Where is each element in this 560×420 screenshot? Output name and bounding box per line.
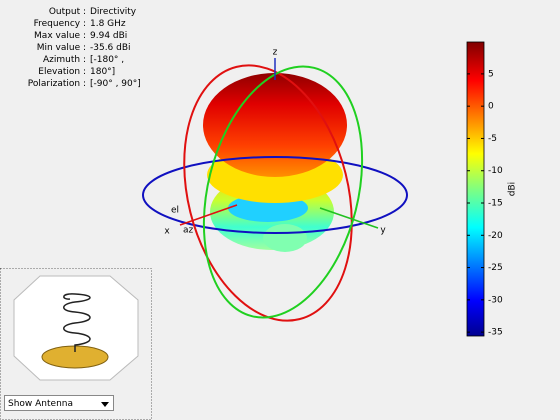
info-row: Output : Directivity: [0, 6, 141, 18]
info-label: Azimuth :: [43, 55, 86, 65]
colorbar-tick-label: 0: [488, 102, 494, 112]
info-row: Elevation : 180°]: [0, 66, 141, 78]
colorbar-tick-label: -35: [488, 328, 503, 338]
colorbar-tick-label: -20: [488, 231, 503, 241]
info-value: 1.8 GHz: [90, 19, 126, 29]
colorbar: [466, 41, 485, 337]
azimuth-ring: [142, 156, 408, 234]
pattern-dome: [203, 73, 347, 177]
show-antenna-dropdown[interactable]: Show Antenna: [4, 395, 114, 411]
info-value: -35.6 dBi: [90, 43, 131, 53]
az-label: az: [183, 226, 194, 236]
info-value: [-90° , 90°]: [90, 79, 141, 89]
info-label: Polarization :: [27, 79, 86, 89]
pattern-lobe: [263, 224, 307, 252]
elevation-ring: [183, 64, 353, 322]
y-label: y: [380, 226, 386, 236]
z-label: z: [273, 48, 278, 58]
info-label: Frequency :: [33, 19, 86, 29]
helix: [63, 293, 91, 352]
colorbar-tick-label: -25: [488, 263, 503, 273]
info-label: Max value :: [34, 31, 86, 41]
x-axis: [179, 204, 238, 226]
info-row: Azimuth : [-180° ,: [0, 54, 141, 66]
info-value: Directivity: [90, 7, 137, 17]
info-label: Min value :: [36, 43, 86, 53]
y-axis: [319, 207, 379, 229]
colorbar-tick-label: -15: [488, 199, 503, 209]
info-row: Polarization : [-90° , 90°]: [0, 78, 141, 90]
info-value: 180°]: [90, 67, 116, 77]
info-value: [-180° ,: [90, 55, 125, 65]
colorbar-tick-label: -5: [488, 134, 497, 144]
elevation-ring-2: [202, 65, 364, 319]
colorbar-label: dBi: [508, 182, 518, 196]
info-row: Max value : 9.94 dBi: [0, 30, 141, 42]
colorbar-tick-label: 5: [488, 69, 494, 79]
el-label: el: [171, 206, 179, 216]
colorbar-tick-label: -10: [488, 166, 503, 176]
inset-frame: [0, 268, 152, 420]
x-label: x: [164, 227, 170, 237]
info-row: Min value : -35.6 dBi: [0, 42, 141, 54]
info-row: Frequency : 1.8 GHz: [0, 18, 141, 30]
info-panel: Output : Directivity Frequency :1.8 GHz Max…: [0, 6, 141, 90]
info-label: Elevation :: [38, 67, 86, 77]
info-value: 9.94 dBi: [90, 31, 128, 41]
colorbar-tick-label: -30: [488, 295, 503, 305]
info-label: Output :: [48, 7, 86, 17]
